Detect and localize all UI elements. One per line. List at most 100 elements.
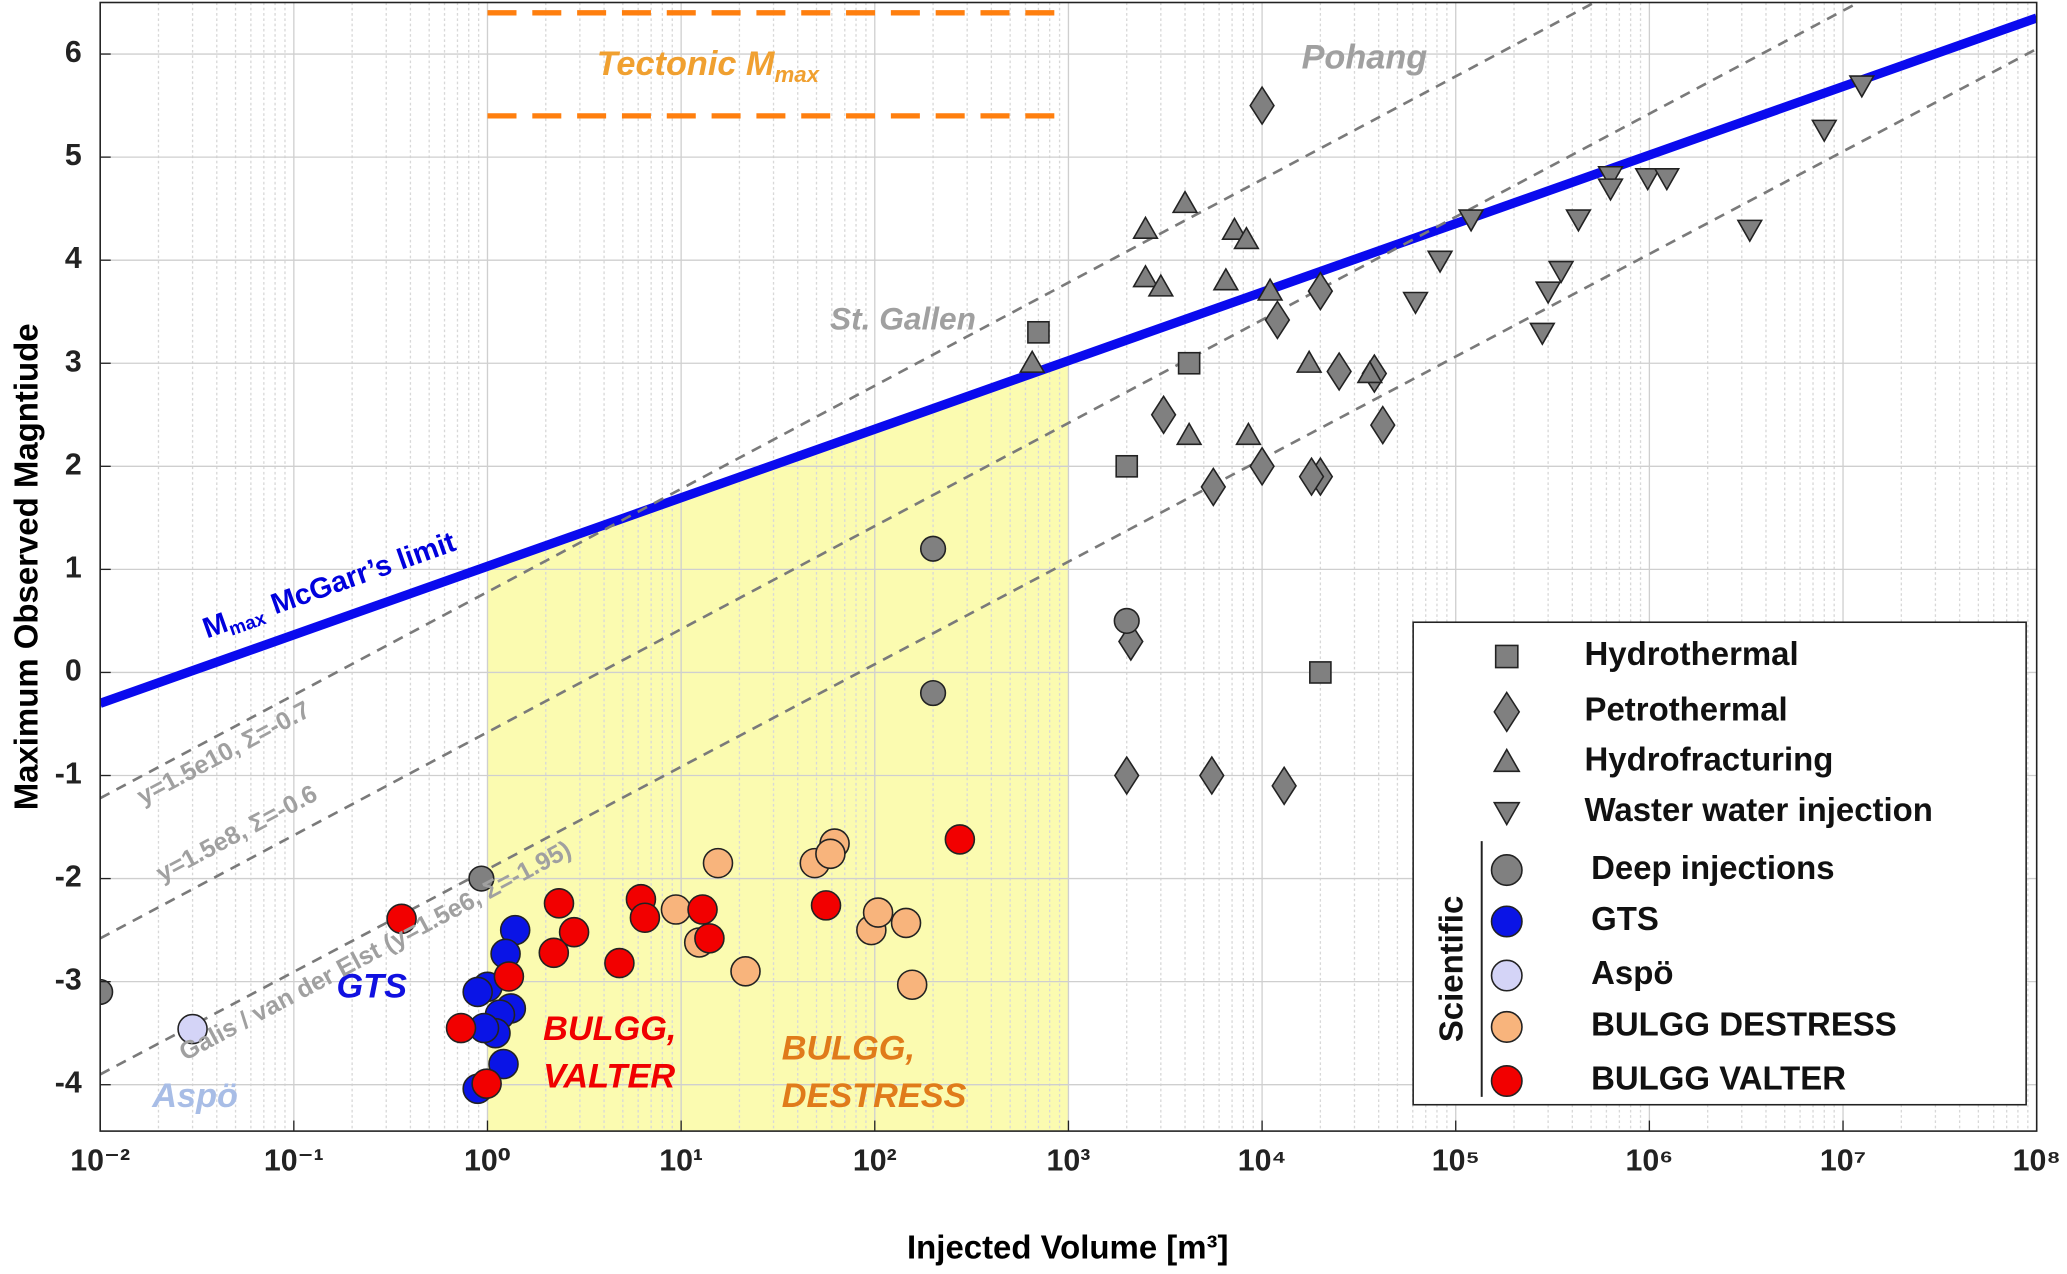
legend-label: GTS bbox=[1591, 900, 1659, 937]
annotation: Tectonic Mmax bbox=[597, 45, 821, 87]
y-tick-label: -3 bbox=[55, 964, 82, 997]
data-point bbox=[177, 1013, 208, 1045]
annotation-text: St. Gallen bbox=[830, 301, 976, 337]
y-tick-label: -4 bbox=[55, 1067, 82, 1100]
x-tick-label: 10⁻² bbox=[70, 1145, 130, 1178]
x-tick-label: 10⁷ bbox=[1820, 1145, 1866, 1178]
y-tick-label: 2 bbox=[65, 448, 82, 481]
data-point bbox=[1547, 260, 1575, 284]
legend-label: BULGG DESTRESS bbox=[1591, 1006, 1897, 1043]
data-point bbox=[1369, 405, 1396, 446]
legend-label: Aspö bbox=[1591, 954, 1673, 991]
annotation: St. Gallen bbox=[830, 301, 976, 337]
data-point bbox=[687, 894, 718, 925]
data-point bbox=[810, 890, 842, 921]
annotation: DESTRESS bbox=[782, 1077, 967, 1115]
annotation-text: Pohang bbox=[1302, 38, 1428, 76]
plot-area bbox=[100, 2, 2037, 1131]
annotation: Aspö bbox=[151, 1077, 238, 1115]
legend-group-label: Scientific bbox=[1433, 896, 1470, 1042]
data-point bbox=[1175, 421, 1203, 446]
y-tick-label: 5 bbox=[65, 139, 82, 172]
data-point bbox=[543, 888, 575, 919]
data-point bbox=[1295, 349, 1323, 373]
legend-marker bbox=[1492, 801, 1521, 827]
data-point bbox=[1256, 277, 1284, 301]
data-point bbox=[1326, 351, 1352, 392]
data-point bbox=[1249, 446, 1275, 487]
annotation-text: Tectonic M bbox=[597, 45, 776, 83]
x-axis-title: Injected Volume [m³] bbox=[907, 1228, 1228, 1265]
legend-marker bbox=[1490, 905, 1523, 938]
annotation-text: Aspö bbox=[151, 1077, 238, 1115]
data-point bbox=[1212, 267, 1240, 291]
x-tick-label: 10⁸ bbox=[2013, 1145, 2061, 1178]
data-point bbox=[558, 916, 590, 948]
data-point bbox=[730, 956, 761, 987]
data-point bbox=[919, 535, 947, 562]
data-point bbox=[702, 847, 734, 879]
data-point bbox=[1426, 250, 1454, 274]
data-point bbox=[1115, 454, 1139, 478]
legend-marker bbox=[1490, 1010, 1523, 1043]
data-point bbox=[445, 1012, 477, 1044]
y-tick-label: 0 bbox=[65, 654, 82, 687]
annotation-subscript: max bbox=[226, 607, 269, 640]
annotation-text: M bbox=[198, 607, 231, 645]
data-point bbox=[1848, 75, 1876, 99]
data-point bbox=[1200, 467, 1227, 507]
data-point bbox=[944, 824, 976, 855]
legend-marker bbox=[1490, 1064, 1523, 1098]
data-point bbox=[462, 976, 493, 1008]
data-point bbox=[1018, 349, 1046, 373]
legend-marker bbox=[1492, 747, 1521, 773]
data-point bbox=[1171, 190, 1199, 214]
x-tick-label: 10⁵ bbox=[1432, 1145, 1480, 1178]
legend: Hydrothermal Petrothermal Hydrofracturing W… bbox=[1412, 621, 2027, 1106]
annotation: Pohang bbox=[1302, 38, 1428, 76]
legend-label: Petrothermal bbox=[1585, 691, 1788, 728]
x-tick-label: 10¹ bbox=[659, 1145, 703, 1178]
annotation: VALTER bbox=[543, 1057, 675, 1095]
data-point bbox=[1298, 456, 1325, 497]
x-tick-label: 10³ bbox=[1047, 1145, 1091, 1178]
data-point bbox=[1249, 85, 1275, 126]
reference-line bbox=[100, 47, 2037, 1076]
legend-label: Hydrothermal bbox=[1585, 635, 1799, 672]
data-point bbox=[468, 865, 495, 892]
data-point bbox=[1235, 421, 1262, 446]
data-point bbox=[660, 894, 692, 925]
legend-label: Waster water injection bbox=[1585, 791, 1933, 828]
annotation-subscript: max bbox=[774, 62, 820, 87]
data-point bbox=[1565, 209, 1592, 233]
data-point bbox=[896, 969, 928, 1001]
y-axis-title: Maximum Observed Magntiude bbox=[8, 323, 45, 810]
data-point bbox=[629, 902, 661, 934]
x-tick-label: 10² bbox=[853, 1145, 897, 1178]
y-tick-label: 3 bbox=[65, 345, 82, 378]
y-tick-label: 4 bbox=[65, 242, 82, 275]
data-point bbox=[1150, 394, 1177, 435]
annotation: BULGG, bbox=[782, 1030, 915, 1068]
data-point bbox=[538, 937, 570, 969]
reference-line bbox=[100, 13, 2037, 708]
data-point bbox=[1597, 165, 1624, 190]
data-point bbox=[1457, 209, 1485, 233]
y-tick-label: 6 bbox=[65, 36, 82, 69]
data-point bbox=[1221, 216, 1248, 240]
legend-label: Hydrofracturing bbox=[1585, 741, 1834, 778]
data-point bbox=[694, 923, 725, 954]
data-point bbox=[1529, 322, 1556, 346]
legend-marker bbox=[1490, 854, 1523, 887]
data-point bbox=[1597, 178, 1624, 202]
legend-marker bbox=[1493, 691, 1521, 733]
data-point bbox=[1736, 219, 1764, 243]
data-point bbox=[493, 961, 525, 992]
data-point bbox=[1271, 765, 1297, 806]
data-point bbox=[1198, 755, 1225, 796]
y-tick-label: -2 bbox=[55, 861, 82, 894]
data-point bbox=[1634, 168, 1661, 192]
y-tick-label: 1 bbox=[65, 551, 82, 584]
annotation-text: GTS bbox=[337, 968, 408, 1006]
data-point bbox=[862, 897, 894, 928]
